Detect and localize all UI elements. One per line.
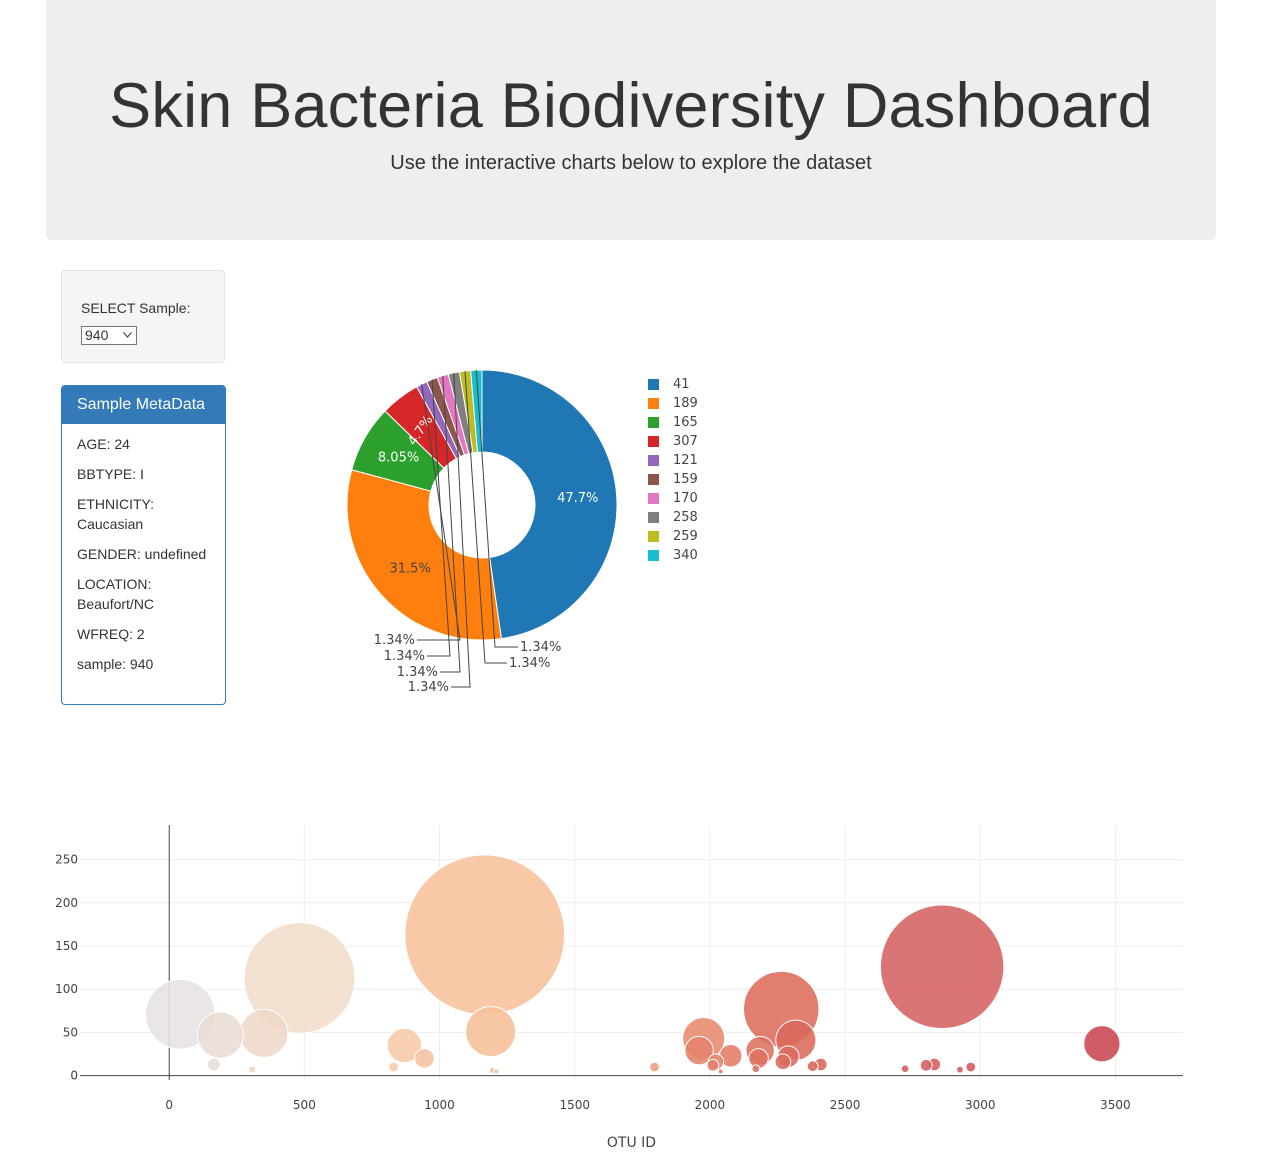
legend-item: 259	[673, 529, 698, 544]
x-tick-label: 0	[165, 1098, 173, 1112]
legend-item: 165	[673, 415, 698, 430]
metadata-item: BBTYPE: I	[77, 466, 144, 482]
legend-swatch	[648, 398, 659, 409]
pie-slice-label: 1.34%	[397, 665, 438, 680]
metadata-item: GENDER: undefined	[77, 546, 207, 562]
x-tick-label: 1500	[559, 1098, 590, 1112]
bubble-point	[774, 1053, 792, 1071]
bubble-point	[206, 1057, 221, 1072]
bubble-point	[900, 1064, 910, 1074]
page-title: Skin Bacteria Biodiversity Dashboard	[109, 71, 1153, 141]
bubble-point	[414, 1048, 435, 1069]
pie-chart: 47.7%31.5%8.05%4.7%1.34%1.34%1.34%1.34%1…	[346, 369, 698, 695]
legend-item: 170	[673, 491, 698, 506]
bubble-point	[806, 1060, 819, 1073]
metadata-item: ETHNICITY: Caucasian	[77, 496, 155, 532]
bubble-point	[386, 1027, 423, 1064]
pie-slice-label: 47.7%	[557, 491, 598, 506]
x-tick-label: 1000	[424, 1098, 455, 1112]
x-tick-label: 2500	[830, 1098, 861, 1112]
metadata-item: LOCATION: Beaufort/NC	[77, 576, 155, 612]
sample-select-value: 940	[85, 327, 109, 343]
pie-leader-line	[427, 379, 451, 657]
pie-slice	[346, 469, 502, 641]
legend-item: 189	[673, 396, 698, 411]
bubble-point	[465, 1006, 517, 1058]
legend-swatch	[648, 512, 659, 523]
pie-leader-line	[417, 384, 461, 641]
y-tick-label: 100	[55, 982, 78, 996]
legend-swatch	[648, 531, 659, 542]
x-tick-label: 3000	[965, 1098, 996, 1112]
bubble-point	[493, 1068, 500, 1075]
legend-swatch	[648, 550, 659, 561]
pie-slice-label: 8.05%	[378, 451, 419, 466]
metadata-item: sample: 940	[77, 656, 154, 672]
legend-swatch	[648, 436, 659, 447]
metadata-panel: Sample MetaData AGE: 24 BBTYPE: I ETHNICIT…	[61, 385, 226, 705]
bubble-point	[751, 1064, 761, 1074]
pie-slice	[481, 369, 618, 640]
pie-leader-line	[475, 370, 518, 648]
bubble-point	[879, 904, 1005, 1030]
metadata-item: AGE: 24	[77, 436, 130, 452]
bubble-point	[684, 1035, 714, 1066]
pie-slice-label: 1.34%	[509, 656, 550, 671]
legend-item: 340	[673, 548, 698, 563]
legend-swatch	[648, 493, 659, 504]
bubble-point	[239, 1008, 289, 1058]
select-sample-label: SELECT Sample:	[81, 300, 191, 316]
bubble-point	[965, 1061, 977, 1073]
pie-leader-line	[451, 372, 471, 688]
bubble-point	[404, 854, 566, 1016]
x-tick-label: 2000	[695, 1098, 726, 1112]
legend-swatch	[648, 379, 659, 390]
legend-item: 159	[673, 472, 698, 487]
header-jumbotron: Skin Bacteria Biodiversity Dashboard Use…	[46, 0, 1216, 240]
x-axis-label: OTU ID	[607, 1135, 656, 1151]
bubble-point	[248, 1065, 257, 1074]
pie-slice-label: 1.34%	[384, 649, 425, 664]
legend-item: 307	[673, 434, 698, 449]
y-tick-label: 150	[55, 939, 78, 953]
legend-item: 121	[673, 453, 698, 468]
bubble-chart: 0 500 1000 1500 2000 2500 3000 3500 0 50 100 150 200…	[55, 825, 1183, 1151]
page-subtitle: Use the interactive charts below to expl…	[390, 152, 872, 174]
pie-slice-label: 1.34%	[374, 633, 415, 648]
pie-slice-label: 1.34%	[520, 640, 561, 655]
legend-swatch	[648, 474, 659, 485]
pie-leader-line	[440, 375, 461, 673]
bubble-point	[243, 922, 356, 1034]
bubble-point	[649, 1061, 660, 1073]
bubble-point	[919, 1058, 933, 1072]
bubble-point	[748, 1048, 769, 1069]
pie-slice-label: 31.5%	[390, 562, 431, 577]
chevron-down-icon	[123, 332, 132, 338]
x-tick-label: 3500	[1100, 1098, 1131, 1112]
pie-slice-label: 1.34%	[408, 680, 449, 695]
pie-leader-line	[464, 371, 507, 664]
bubble-point	[388, 1061, 399, 1073]
bubble-point	[196, 1011, 244, 1059]
legend-item: 258	[673, 510, 698, 525]
y-tick-label: 250	[55, 853, 78, 867]
y-tick-label: 0	[70, 1069, 78, 1083]
legend-swatch	[648, 455, 659, 466]
metadata-panel-title: Sample MetaData	[62, 386, 225, 424]
metadata-item: WFREQ: 2	[77, 626, 145, 642]
bubble-point	[1083, 1025, 1121, 1063]
legend-swatch	[648, 417, 659, 428]
bubble-point	[706, 1058, 720, 1072]
sample-select[interactable]: 940	[81, 326, 137, 345]
y-tick-label: 50	[63, 1025, 78, 1039]
bubble-point	[956, 1065, 964, 1074]
bubble-point	[717, 1068, 724, 1075]
sample-selector-panel: SELECT Sample: 940	[61, 270, 225, 363]
legend-item: 41	[673, 377, 690, 392]
y-tick-label: 200	[55, 896, 78, 910]
x-tick-label: 500	[293, 1098, 316, 1112]
metadata-list: AGE: 24 BBTYPE: I ETHNICITY: Caucasian GEND…	[62, 424, 225, 694]
